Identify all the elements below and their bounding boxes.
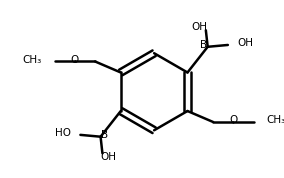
Text: OH: OH (191, 22, 207, 32)
Text: OH: OH (101, 152, 117, 162)
Text: O: O (229, 115, 237, 125)
Text: CH₃: CH₃ (266, 115, 284, 125)
Text: HO: HO (55, 128, 71, 138)
Text: B: B (201, 40, 208, 50)
Text: O: O (71, 55, 79, 65)
Text: B: B (101, 130, 108, 140)
Text: OH: OH (237, 38, 253, 48)
Text: CH₃: CH₃ (23, 55, 42, 65)
